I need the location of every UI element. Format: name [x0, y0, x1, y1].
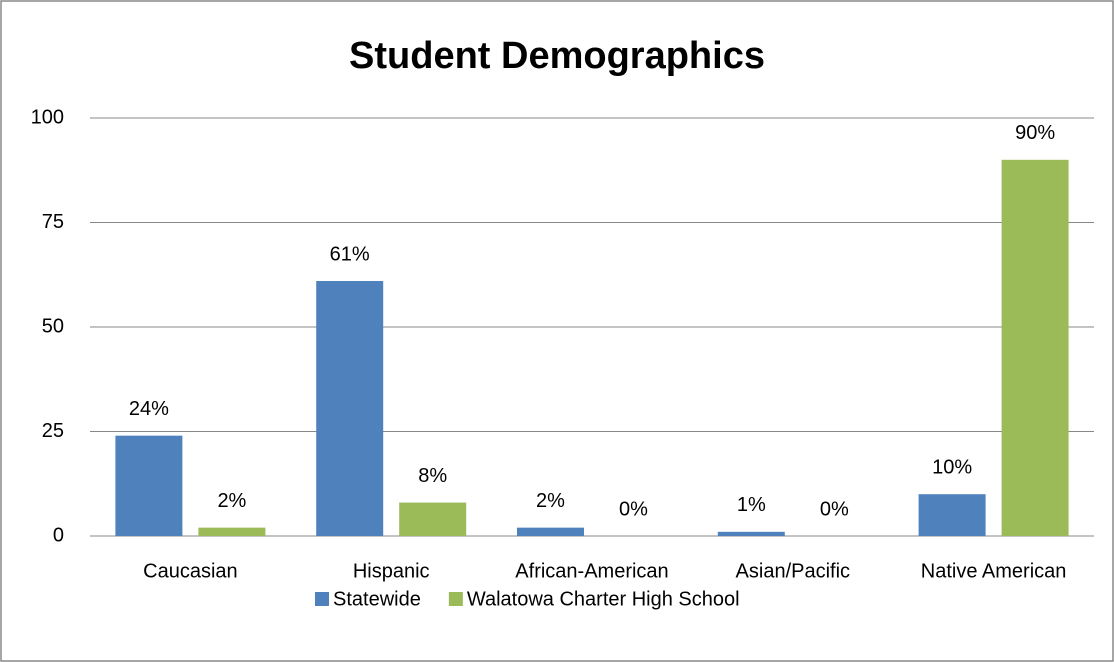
bar — [115, 435, 183, 536]
y-tick-label: 75 — [42, 211, 64, 233]
data-label: 0% — [619, 498, 648, 520]
x-tick-label: African-American — [515, 560, 668, 582]
x-tick-label: Caucasian — [143, 560, 238, 582]
data-label: 2% — [217, 490, 246, 512]
bar — [517, 527, 584, 536]
legend-label: Statewide — [333, 588, 421, 610]
data-label: 61% — [330, 243, 370, 265]
bar — [717, 531, 785, 536]
x-tick-label: Native American — [921, 560, 1067, 582]
x-tick-label: Asian/Pacific — [736, 560, 851, 582]
y-tick-label: 100 — [31, 106, 64, 128]
legend-swatch — [315, 592, 329, 606]
bar — [399, 502, 467, 536]
data-label: 90% — [1015, 122, 1055, 144]
data-label: 2% — [536, 490, 565, 512]
data-label: 8% — [418, 465, 447, 487]
data-label: 1% — [737, 494, 766, 516]
legend-swatch — [448, 592, 463, 606]
legend-label: Walatowa Charter High School — [467, 588, 740, 610]
x-tick-label: Hispanic — [353, 560, 430, 582]
chart-title: Student Demographics — [349, 35, 765, 77]
y-tick-label: 25 — [42, 420, 64, 442]
data-label: 24% — [129, 398, 169, 420]
y-tick-label: 0 — [53, 524, 64, 546]
data-label: 10% — [932, 456, 972, 478]
data-label: 0% — [820, 498, 849, 520]
bar — [316, 281, 384, 536]
bar — [918, 494, 986, 536]
bar — [198, 527, 266, 536]
bar — [1001, 159, 1069, 537]
y-tick-label: 50 — [42, 315, 64, 337]
